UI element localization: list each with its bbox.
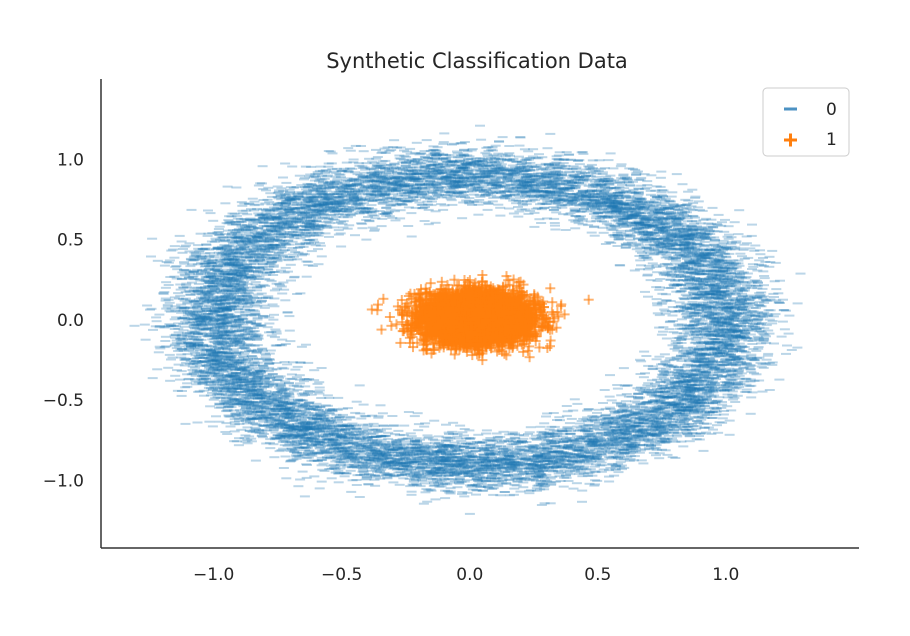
data-points-layer: [129, 124, 806, 515]
chart-title: Synthetic Classification Data: [326, 49, 628, 73]
series-0-points: [129, 124, 806, 515]
